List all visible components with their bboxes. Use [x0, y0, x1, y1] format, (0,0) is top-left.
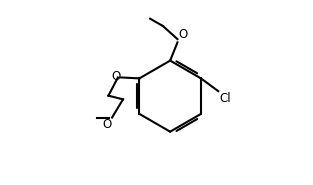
Text: Cl: Cl: [219, 92, 231, 105]
Text: O: O: [102, 118, 111, 132]
Text: O: O: [111, 70, 120, 83]
Text: O: O: [178, 28, 187, 41]
